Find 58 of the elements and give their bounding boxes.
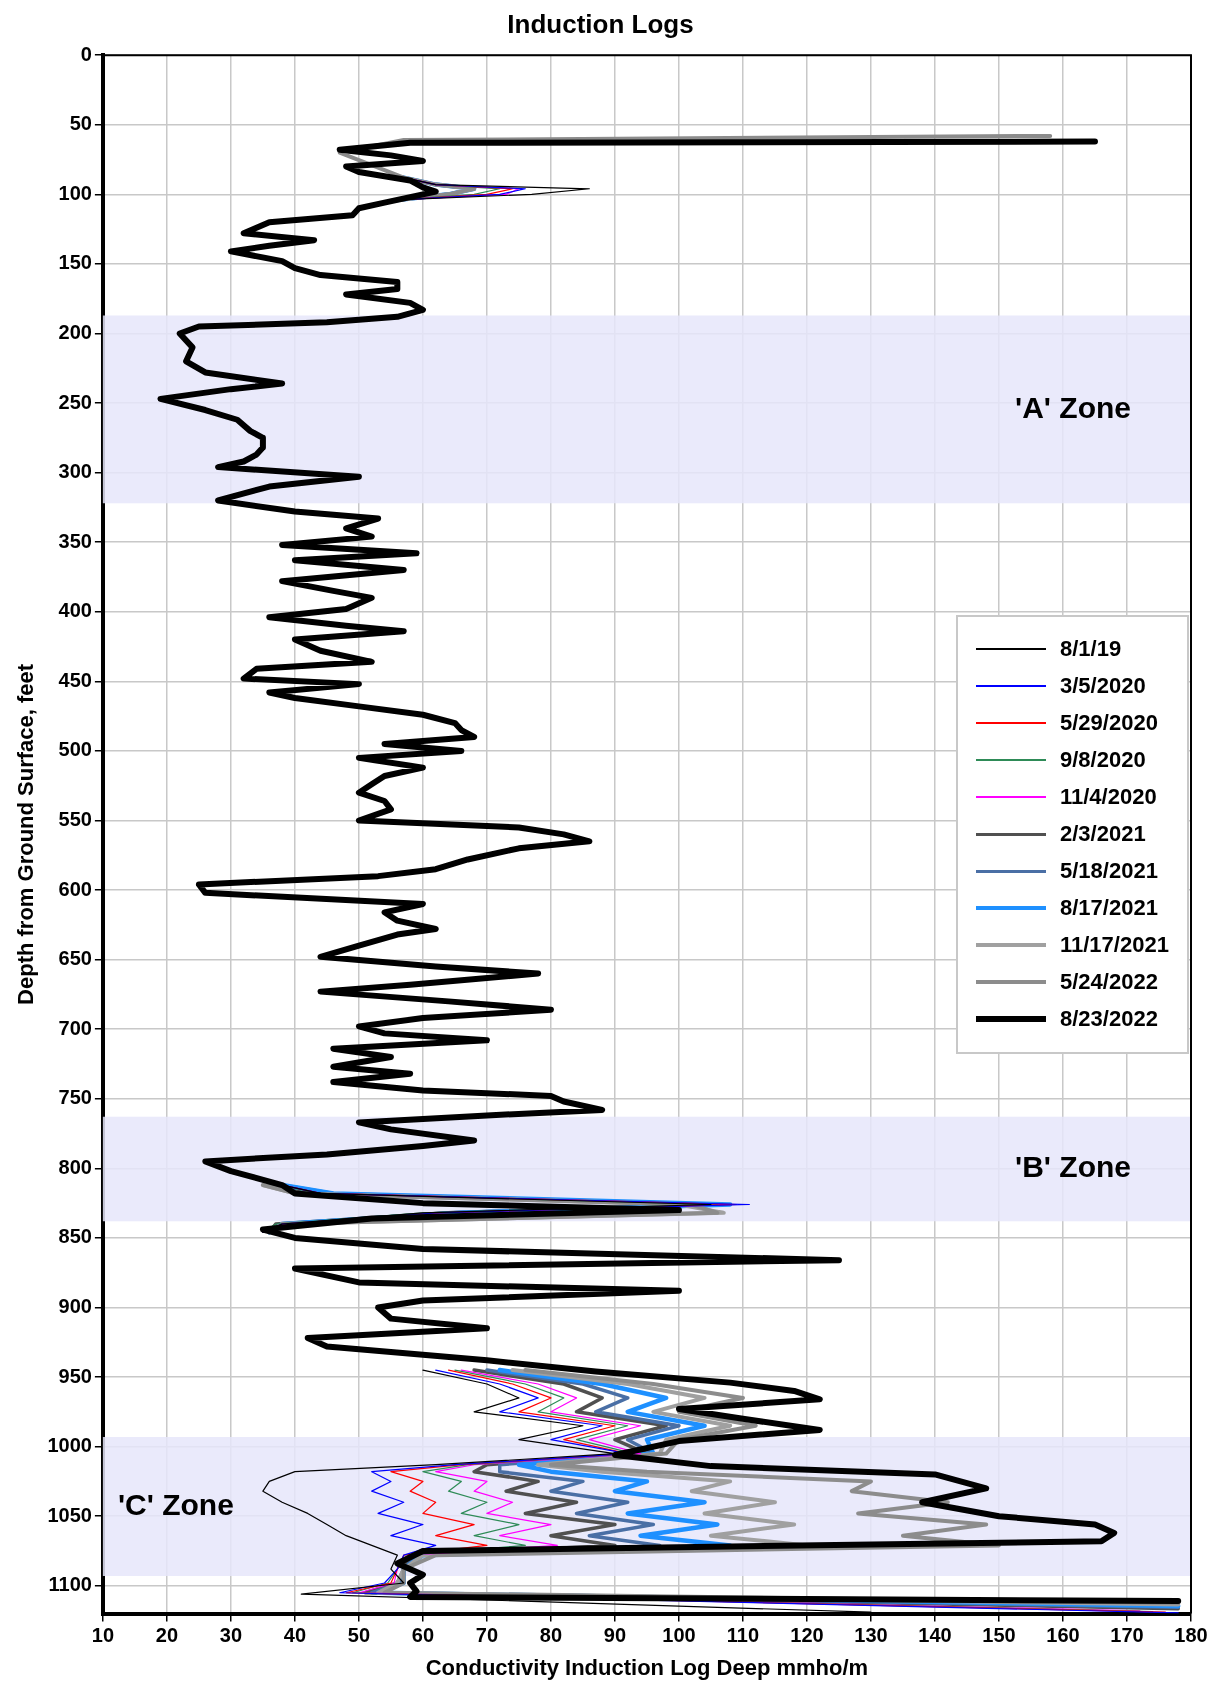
y-tick-label: 1100 <box>48 1573 92 1596</box>
x-tick-label: 170 <box>1110 1624 1144 1647</box>
y-tick-label: 300 <box>58 460 92 483</box>
legend-label: 8/23/2022 <box>1060 1006 1158 1033</box>
x-tick-label: 80 <box>539 1624 563 1647</box>
x-tick-label: 130 <box>854 1624 888 1647</box>
y-tick-label: 500 <box>58 738 92 761</box>
chart-title: Induction Logs <box>507 8 694 39</box>
x-tick-label: 140 <box>918 1624 952 1647</box>
legend-label: 8/17/2021 <box>1060 895 1158 922</box>
y-tick-label: 350 <box>58 529 92 552</box>
y-tick-label: 750 <box>58 1086 92 1109</box>
y-tick-label: 900 <box>58 1295 92 1317</box>
x-tick-label: 40 <box>283 1624 307 1647</box>
y-tick-label: 1050 <box>47 1503 92 1526</box>
y-tick-label: 800 <box>58 1155 92 1178</box>
x-tick-label: 60 <box>411 1624 435 1647</box>
y-tick-label: 250 <box>58 390 92 413</box>
y-tick-label: 150 <box>58 251 92 274</box>
x-tick-label: 90 <box>603 1624 627 1647</box>
y-tick-label: 450 <box>58 668 92 691</box>
y-tick-label: 950 <box>58 1364 92 1387</box>
x-tick-label: 120 <box>790 1624 824 1647</box>
band-label: 'C' Zone <box>117 1487 234 1521</box>
x-tick-label: 10 <box>91 1624 115 1647</box>
x-tick-label: 20 <box>155 1624 179 1647</box>
x-tick-label: 100 <box>662 1624 696 1647</box>
legend-label: 8/1/19 <box>1060 636 1122 663</box>
y-tick-label: 400 <box>58 599 92 622</box>
x-tick-label: 30 <box>219 1624 243 1647</box>
x-tick-label: 70 <box>475 1624 499 1647</box>
x-tick-label: 110 <box>726 1624 760 1647</box>
x-tick-label: 150 <box>982 1624 1016 1647</box>
y-tick-label: 200 <box>58 321 92 343</box>
y-axis-title: Depth from Ground Surface, feet <box>13 663 39 1005</box>
x-tick-label: 160 <box>1046 1624 1080 1647</box>
y-tick-label: 700 <box>58 1016 92 1039</box>
legend-label: 2/3/2021 <box>1060 821 1146 848</box>
y-tick-label: 100 <box>58 181 92 204</box>
y-tick-label: 600 <box>58 877 92 900</box>
band-label: 'B' Zone <box>1015 1150 1131 1184</box>
y-tick-label: 50 <box>69 112 92 135</box>
y-tick-label: 850 <box>58 1225 92 1248</box>
legend-label: 11/17/2021 <box>1060 932 1169 959</box>
legend-label: 3/5/2020 <box>1060 673 1146 700</box>
legend-label: 5/18/2021 <box>1060 858 1158 885</box>
x-tick-label: 50 <box>347 1624 371 1647</box>
y-tick-label: 0 <box>80 42 92 65</box>
y-tick-label: 550 <box>58 808 92 830</box>
x-tick-label: 180 <box>1174 1624 1208 1647</box>
y-tick-label: 650 <box>58 947 92 970</box>
y-tick-label: 1000 <box>47 1434 92 1457</box>
legend-label: 5/24/2022 <box>1060 969 1158 996</box>
band-label: 'A' Zone <box>1015 390 1131 424</box>
legend-label: 5/29/2020 <box>1060 710 1158 737</box>
x-axis-title: Conductivity Induction Log Deep mmho/m <box>425 1654 869 1680</box>
legend-label: 11/4/2020 <box>1060 784 1157 811</box>
legend-label: 9/8/2020 <box>1060 747 1146 774</box>
